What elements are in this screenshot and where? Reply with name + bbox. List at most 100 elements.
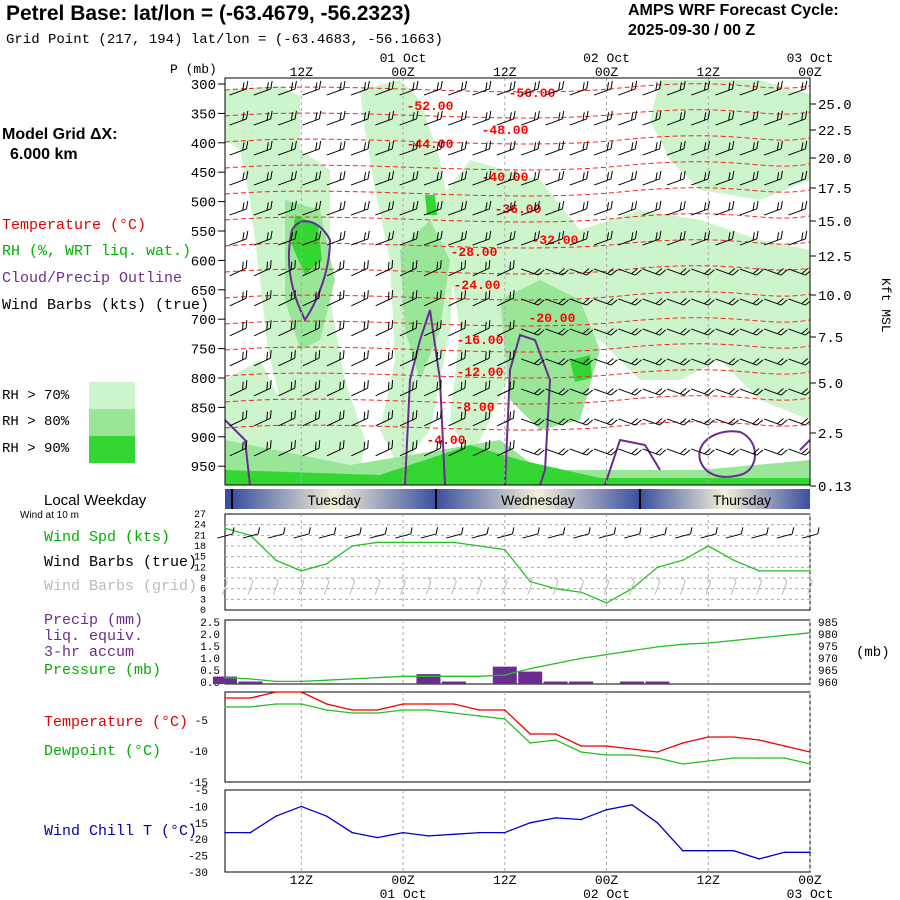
- wind-barb-staff: [642, 148, 660, 156]
- wind-chill-line-point: [427, 835, 430, 837]
- wind-chill-line-point: [656, 822, 659, 824]
- grid-barb-staff: [679, 581, 686, 595]
- grid-barb-staff: [451, 581, 457, 595]
- wind-barb-flag: [460, 142, 464, 151]
- wind-barb-staff: [691, 328, 709, 336]
- wind-barb-staff: [569, 118, 587, 126]
- wind-chill-line-point: [453, 833, 455, 836]
- day-thursday: Thursday: [713, 492, 771, 508]
- wind-barb-flag: [412, 321, 414, 330]
- wind-barb-flag: [582, 268, 590, 275]
- wind-barb-staff: [739, 238, 757, 246]
- wind-barb-flag: [582, 328, 590, 335]
- wind-barb-staff: [326, 88, 344, 96]
- wind-barb-flag: [683, 329, 691, 336]
- pressure-line-point: [758, 637, 760, 639]
- wind-barb-staff: [253, 447, 271, 457]
- isotherm-label: -32.00: [532, 233, 579, 248]
- wind-barb: [277, 110, 297, 126]
- wind-barb: [399, 140, 419, 156]
- wind-barb: [229, 290, 248, 307]
- kft-level-label: 22.5: [818, 124, 852, 140]
- wind-speed-line-point: [656, 566, 659, 569]
- wind-barb-staff: [666, 118, 685, 126]
- wind-barb-flag: [631, 358, 638, 365]
- wind-barb: [545, 298, 569, 306]
- wind-barb: [691, 170, 711, 186]
- bottom-date-label: 03 Oct: [787, 887, 834, 900]
- wind-barb-flag: [294, 140, 297, 150]
- wind-barb-staff: [496, 417, 514, 427]
- wind-barb-flag: [756, 329, 764, 336]
- wind-barb: [375, 110, 395, 126]
- wind-barb-flag: [582, 418, 590, 425]
- wind-barb-flag: [756, 419, 764, 426]
- wind-barb-staff: [375, 267, 393, 277]
- wind-barb-staff: [399, 417, 417, 427]
- wind-barb: [715, 328, 739, 336]
- upper-panel-frame: [224, 77, 811, 486]
- isotherm-line: [224, 187, 811, 197]
- wind-barb-flag: [294, 170, 297, 180]
- wind-barb: [326, 260, 345, 277]
- wind-barb-flag: [464, 290, 467, 299]
- wind-barb-flag: [315, 142, 318, 151]
- pressure-line-point: [682, 643, 684, 646]
- pressure-line-point: [580, 657, 582, 660]
- wind-barb: [278, 290, 296, 307]
- pressure-level-label: 400: [191, 137, 216, 153]
- wind-barb: [229, 260, 248, 277]
- wind-barb-flag: [707, 449, 715, 456]
- wind-barb-staff: [715, 328, 733, 336]
- rh-70-label: RH > 70%: [2, 388, 70, 404]
- wind-barb-staff: [423, 118, 442, 126]
- isotherm-line: [224, 213, 811, 223]
- isotherm-line: [224, 369, 811, 379]
- model-grid-label: Model Grid ΔX:: [2, 126, 118, 143]
- wind-barb: [253, 440, 272, 457]
- grid-barb-flag: [732, 576, 737, 582]
- wind-chill-line-point: [783, 851, 786, 854]
- wind-barb-flag: [342, 410, 345, 419]
- wind-barb-staff: [788, 238, 806, 246]
- surface-barb-staff: [242, 533, 259, 539]
- wind-barb-flag: [679, 418, 687, 425]
- wind-barb: [326, 170, 346, 186]
- wind-y-tick: 21: [194, 531, 206, 542]
- wind-barb-staff: [278, 357, 295, 367]
- grid-barb-staff: [552, 581, 559, 595]
- wind-barb: [739, 268, 764, 276]
- wind-chill-line-point: [732, 849, 735, 852]
- wind-barb: [520, 298, 545, 306]
- wind-barb: [739, 418, 764, 426]
- wind-barb-staff: [448, 238, 466, 246]
- wind-barb-flag: [659, 269, 667, 276]
- wind-barb-staff: [618, 118, 636, 126]
- wind-barb-staff: [763, 208, 782, 216]
- legend-rh: RH (%, WRT liq. wat.): [2, 243, 192, 260]
- wind-barb: [642, 230, 662, 246]
- wind-barb: [448, 260, 467, 277]
- wind-barb-flag: [269, 380, 272, 389]
- wind-barb-staff: [375, 88, 393, 96]
- wind-barb-flag: [562, 329, 569, 336]
- wind-barb-staff: [666, 178, 685, 186]
- wind-barb-flag: [679, 82, 682, 91]
- wind-barb-staff: [253, 327, 271, 337]
- wind-barb-staff: [399, 447, 417, 457]
- wind-barb: [302, 230, 322, 246]
- wind-chill-line-point: [707, 849, 710, 852]
- chill-y-tick: -30: [188, 868, 208, 880]
- wind-barb-flag: [537, 200, 540, 210]
- wind-barb-staff: [715, 448, 733, 456]
- wind-barb-flag: [756, 110, 759, 120]
- wind-barb-flag: [391, 110, 395, 120]
- grid-barb-staff: [400, 581, 406, 595]
- wind-10m-label: Wind at 10 m: [20, 510, 79, 521]
- wind-barb: [545, 230, 565, 246]
- page-title: Petrel Base: lat/lon = (-63.4679, -56.23…: [6, 2, 411, 25]
- wind-barb-staff: [302, 88, 320, 96]
- wind-barb-flag: [440, 290, 442, 299]
- wind-barb-flag: [488, 230, 492, 240]
